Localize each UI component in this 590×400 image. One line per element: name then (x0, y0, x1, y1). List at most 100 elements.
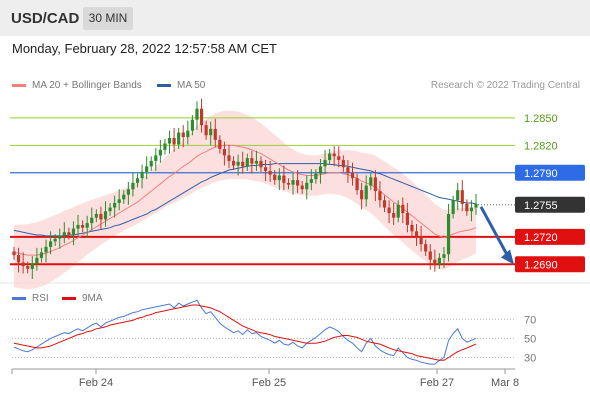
candle-body (71, 228, 76, 235)
candle-body (245, 158, 249, 167)
candle-body (186, 130, 190, 138)
legend-ma20-label: MA 20 + Bollinger Bands (32, 80, 142, 91)
time-tick-label: Feb 24 (79, 377, 113, 389)
candle-body (218, 139, 222, 149)
candle-body (154, 155, 158, 161)
candle-body (76, 224, 80, 229)
candle-body (26, 266, 30, 269)
forecast-arrow-shaft (479, 206, 510, 258)
header-bar: USD/CAD 30 MIN (0, 0, 590, 36)
candle-body (419, 235, 423, 245)
candle-body (332, 153, 336, 157)
candle-body (259, 160, 263, 168)
candle-body (350, 172, 355, 179)
candle-body (163, 143, 167, 150)
candle-body (456, 190, 460, 201)
legend-9ma-swatch (62, 296, 76, 300)
candle-body (286, 182, 291, 185)
candle-body (199, 108, 204, 126)
level-1-2755-label: 1.2755 (524, 200, 558, 212)
candle-body (108, 207, 112, 212)
candle-body (117, 199, 121, 203)
candle-body (410, 224, 414, 232)
candle-body (250, 158, 254, 164)
level-1-2720-label: 1.2720 (524, 232, 558, 244)
candle-body (446, 213, 451, 255)
candle-body (282, 175, 286, 183)
candle-body (140, 171, 144, 179)
candle-body (451, 200, 455, 214)
candle-body (369, 177, 373, 186)
candle-body (103, 211, 108, 220)
candle-body (305, 182, 309, 190)
candle-body (213, 128, 217, 140)
candle-body (231, 160, 236, 166)
candles (12, 98, 478, 279)
candle-body (12, 251, 16, 256)
candle-body (158, 149, 162, 156)
ma50-line (13, 163, 477, 237)
candle-body (62, 232, 66, 236)
forecast-arrow-head (501, 249, 514, 265)
candle-body (181, 132, 185, 138)
candle-body (396, 204, 400, 218)
candle-body (227, 155, 231, 161)
candle-body (469, 207, 474, 212)
candle-body (405, 213, 409, 225)
level-1-2820-label: 1.2820 (524, 140, 558, 152)
candle-body (67, 232, 71, 235)
level-1-2790-label: 1.2790 (524, 168, 558, 180)
candle-body (135, 178, 140, 183)
candle-body (195, 108, 199, 120)
candle-body (30, 263, 34, 269)
candle-body (460, 190, 464, 204)
candle-body (318, 166, 323, 174)
legend-rsi-swatch (12, 296, 26, 300)
candle-body (360, 190, 364, 200)
candle-body (263, 167, 268, 171)
candle-body (414, 231, 419, 236)
candle-body (437, 257, 442, 265)
candle-body (90, 217, 94, 224)
candle-body (364, 185, 368, 200)
candle-body (392, 213, 396, 218)
time-tick-label: Mar 8 (491, 377, 519, 389)
timeframe-badge[interactable]: 30 MIN (83, 7, 133, 30)
legend-9ma: 9MA (62, 293, 103, 304)
time-axis: Feb 24 Feb 25 Feb 27 Mar 8 (11, 368, 519, 389)
candle-body (382, 200, 387, 208)
legend-ma50-label: MA 50 (177, 80, 206, 91)
candle-body (323, 159, 327, 167)
candle-body (167, 138, 172, 144)
candle-body (222, 148, 227, 156)
candle-body (291, 180, 295, 185)
candle-body (177, 132, 181, 145)
candle-body (465, 203, 469, 212)
time-tick-label: Feb 27 (420, 377, 454, 389)
legend-rsi: RSI (12, 293, 49, 304)
rsi-line (13, 299, 477, 365)
candle-body (474, 203, 478, 208)
level-1-2720-tag (515, 228, 585, 245)
rsi-panel: 70 50 30 (12, 299, 536, 365)
candle-body (172, 138, 176, 145)
candle-body (337, 156, 341, 160)
candle-body (204, 125, 208, 136)
level-1-2690-tag (515, 256, 585, 273)
candle-body (273, 174, 277, 181)
candle-body (16, 255, 21, 263)
forecast-arrow (479, 206, 514, 265)
candle-body (309, 179, 313, 183)
candle-body (122, 194, 126, 200)
candle-body (341, 159, 345, 168)
candle-body (355, 178, 359, 191)
bollinger-band-area (14, 110, 476, 290)
candle-body (53, 238, 57, 242)
level-1-2755-tag (515, 196, 585, 213)
level-1-2790-tag (515, 164, 585, 181)
candle-body (277, 175, 281, 181)
candle-body (236, 161, 240, 166)
legend-ma50-swatch (157, 83, 171, 87)
candle-body (296, 180, 300, 186)
